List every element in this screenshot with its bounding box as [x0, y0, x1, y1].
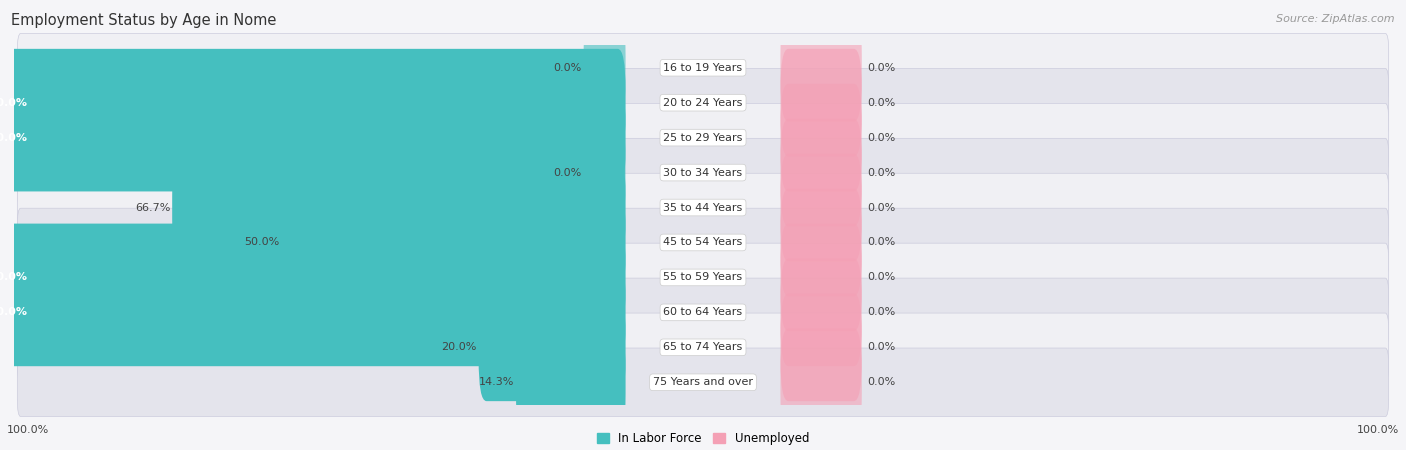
FancyBboxPatch shape: [17, 208, 1389, 277]
Text: 100.0%: 100.0%: [1357, 425, 1399, 435]
FancyBboxPatch shape: [780, 328, 862, 436]
FancyBboxPatch shape: [0, 259, 626, 366]
FancyBboxPatch shape: [17, 104, 1389, 172]
Text: 55 to 59 Years: 55 to 59 Years: [664, 272, 742, 283]
FancyBboxPatch shape: [17, 348, 1389, 417]
Text: 66.7%: 66.7%: [135, 202, 170, 212]
Text: 0.0%: 0.0%: [868, 167, 896, 178]
Text: 25 to 29 Years: 25 to 29 Years: [664, 133, 742, 143]
FancyBboxPatch shape: [0, 224, 626, 331]
Legend: In Labor Force, Unemployed: In Labor Force, Unemployed: [592, 427, 814, 450]
Text: 0.0%: 0.0%: [554, 167, 582, 178]
Text: 100.0%: 100.0%: [0, 272, 27, 283]
Text: 75 Years and over: 75 Years and over: [652, 377, 754, 387]
Text: 0.0%: 0.0%: [868, 238, 896, 248]
Text: 0.0%: 0.0%: [868, 133, 896, 143]
FancyBboxPatch shape: [478, 293, 626, 401]
FancyBboxPatch shape: [17, 243, 1389, 312]
Text: 100.0%: 100.0%: [0, 307, 27, 317]
FancyBboxPatch shape: [17, 278, 1389, 346]
FancyBboxPatch shape: [17, 313, 1389, 382]
Text: 60 to 64 Years: 60 to 64 Years: [664, 307, 742, 317]
Text: 65 to 74 Years: 65 to 74 Years: [664, 342, 742, 352]
Text: 50.0%: 50.0%: [245, 238, 280, 248]
FancyBboxPatch shape: [780, 154, 862, 261]
Text: Source: ZipAtlas.com: Source: ZipAtlas.com: [1277, 14, 1395, 23]
Text: 100.0%: 100.0%: [7, 425, 49, 435]
FancyBboxPatch shape: [0, 49, 626, 157]
Text: 20 to 24 Years: 20 to 24 Years: [664, 98, 742, 108]
Text: 20.0%: 20.0%: [441, 342, 477, 352]
FancyBboxPatch shape: [17, 33, 1389, 102]
Text: 0.0%: 0.0%: [868, 98, 896, 108]
FancyBboxPatch shape: [583, 14, 626, 122]
Text: 0.0%: 0.0%: [868, 63, 896, 73]
FancyBboxPatch shape: [172, 154, 626, 261]
FancyBboxPatch shape: [780, 189, 862, 296]
Text: 100.0%: 100.0%: [0, 98, 27, 108]
Text: 30 to 34 Years: 30 to 34 Years: [664, 167, 742, 178]
Text: 100.0%: 100.0%: [0, 133, 27, 143]
FancyBboxPatch shape: [780, 259, 862, 366]
FancyBboxPatch shape: [281, 189, 626, 296]
Text: 0.0%: 0.0%: [868, 342, 896, 352]
FancyBboxPatch shape: [583, 119, 626, 226]
FancyBboxPatch shape: [780, 14, 862, 122]
FancyBboxPatch shape: [17, 68, 1389, 137]
Text: 16 to 19 Years: 16 to 19 Years: [664, 63, 742, 73]
FancyBboxPatch shape: [780, 49, 862, 157]
Text: 14.3%: 14.3%: [478, 377, 515, 387]
Text: 0.0%: 0.0%: [554, 63, 582, 73]
FancyBboxPatch shape: [17, 138, 1389, 207]
Text: 0.0%: 0.0%: [868, 272, 896, 283]
Text: 0.0%: 0.0%: [868, 307, 896, 317]
FancyBboxPatch shape: [516, 328, 626, 436]
FancyBboxPatch shape: [780, 119, 862, 226]
Text: 45 to 54 Years: 45 to 54 Years: [664, 238, 742, 248]
Text: Employment Status by Age in Nome: Employment Status by Age in Nome: [11, 14, 277, 28]
FancyBboxPatch shape: [780, 224, 862, 331]
Text: 0.0%: 0.0%: [868, 377, 896, 387]
FancyBboxPatch shape: [780, 84, 862, 191]
Text: 0.0%: 0.0%: [868, 202, 896, 212]
FancyBboxPatch shape: [780, 293, 862, 401]
Text: 35 to 44 Years: 35 to 44 Years: [664, 202, 742, 212]
FancyBboxPatch shape: [17, 173, 1389, 242]
FancyBboxPatch shape: [0, 84, 626, 191]
